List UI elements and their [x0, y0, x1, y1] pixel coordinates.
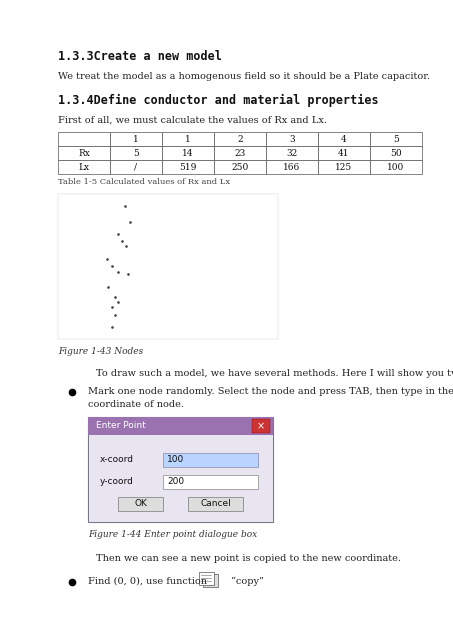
- Bar: [214, 146, 266, 160]
- Text: 250: 250: [231, 163, 249, 172]
- Bar: [163, 475, 258, 489]
- Text: To draw such a model, we have several methods. Here I will show you two of them.: To draw such a model, we have several me…: [96, 369, 453, 378]
- Text: ×: ×: [257, 421, 265, 431]
- Bar: [266, 146, 318, 160]
- Bar: [252, 419, 270, 433]
- Text: “copy”: “copy”: [231, 577, 264, 586]
- Text: We treat the model as a homogenous field so it should be a Plate capacitor.: We treat the model as a homogenous field…: [58, 72, 430, 81]
- Text: y-coord: y-coord: [100, 477, 134, 486]
- Bar: [88, 417, 273, 435]
- Bar: [58, 160, 110, 174]
- Bar: [89, 435, 272, 521]
- Text: 41: 41: [338, 148, 350, 157]
- Text: Table 1-5 Calculated values of Rx and Lx: Table 1-5 Calculated values of Rx and Lx: [58, 178, 230, 186]
- Text: 125: 125: [335, 163, 352, 172]
- Text: 1: 1: [185, 134, 191, 143]
- Bar: [318, 132, 370, 146]
- Text: OK: OK: [134, 499, 147, 509]
- Text: Figure 1-44 Enter point dialogue box: Figure 1-44 Enter point dialogue box: [88, 530, 257, 539]
- Text: Then we can see a new point is copied to the new coordinate.: Then we can see a new point is copied to…: [96, 554, 401, 563]
- Bar: [58, 146, 110, 160]
- Bar: [163, 453, 258, 467]
- Text: Rx: Rx: [78, 148, 90, 157]
- Bar: [214, 160, 266, 174]
- Text: coordinate of node.: coordinate of node.: [88, 400, 184, 409]
- Bar: [318, 160, 370, 174]
- Bar: [266, 132, 318, 146]
- Bar: [118, 497, 163, 511]
- Text: 1: 1: [133, 134, 139, 143]
- Text: Cancel: Cancel: [200, 499, 231, 509]
- Bar: [110, 146, 162, 160]
- Text: 1.3.4Define conductor and material properties: 1.3.4Define conductor and material prope…: [58, 94, 379, 107]
- Text: 519: 519: [179, 163, 197, 172]
- Bar: [370, 132, 422, 146]
- Bar: [266, 160, 318, 174]
- Text: Enter Point: Enter Point: [96, 422, 146, 431]
- Bar: [318, 146, 370, 160]
- Text: 200: 200: [167, 477, 184, 486]
- Bar: [199, 572, 214, 585]
- Text: Lx: Lx: [78, 163, 90, 172]
- Text: 23: 23: [234, 148, 246, 157]
- Text: x-coord: x-coord: [100, 454, 134, 463]
- Text: 5: 5: [393, 134, 399, 143]
- Text: 3: 3: [289, 134, 295, 143]
- Bar: [162, 132, 214, 146]
- Text: 166: 166: [284, 163, 301, 172]
- Bar: [214, 132, 266, 146]
- Bar: [110, 160, 162, 174]
- Bar: [162, 146, 214, 160]
- Text: 1.3.3Create a new model: 1.3.3Create a new model: [58, 50, 222, 63]
- Bar: [188, 497, 243, 511]
- Text: 2: 2: [237, 134, 243, 143]
- Text: /: /: [135, 163, 138, 172]
- Text: First of all, we must calculate the values of Rx and Lx.: First of all, we must calculate the valu…: [58, 116, 327, 125]
- Bar: [162, 160, 214, 174]
- Text: Mark one node randomly. Select the node and press TAB, then type in the: Mark one node randomly. Select the node …: [88, 387, 453, 396]
- Bar: [370, 146, 422, 160]
- Bar: [58, 132, 110, 146]
- Text: Figure 1-43 Nodes: Figure 1-43 Nodes: [58, 347, 143, 356]
- Text: Find (0, 0), use function: Find (0, 0), use function: [88, 577, 207, 586]
- Text: 5: 5: [133, 148, 139, 157]
- Text: 100: 100: [167, 456, 184, 465]
- Text: 32: 32: [286, 148, 298, 157]
- Bar: [88, 417, 273, 522]
- Bar: [370, 160, 422, 174]
- Text: 100: 100: [387, 163, 405, 172]
- Bar: [58, 194, 278, 339]
- Bar: [203, 574, 218, 587]
- Text: 14: 14: [182, 148, 194, 157]
- Text: 4: 4: [341, 134, 347, 143]
- Text: 50: 50: [390, 148, 402, 157]
- Bar: [110, 132, 162, 146]
